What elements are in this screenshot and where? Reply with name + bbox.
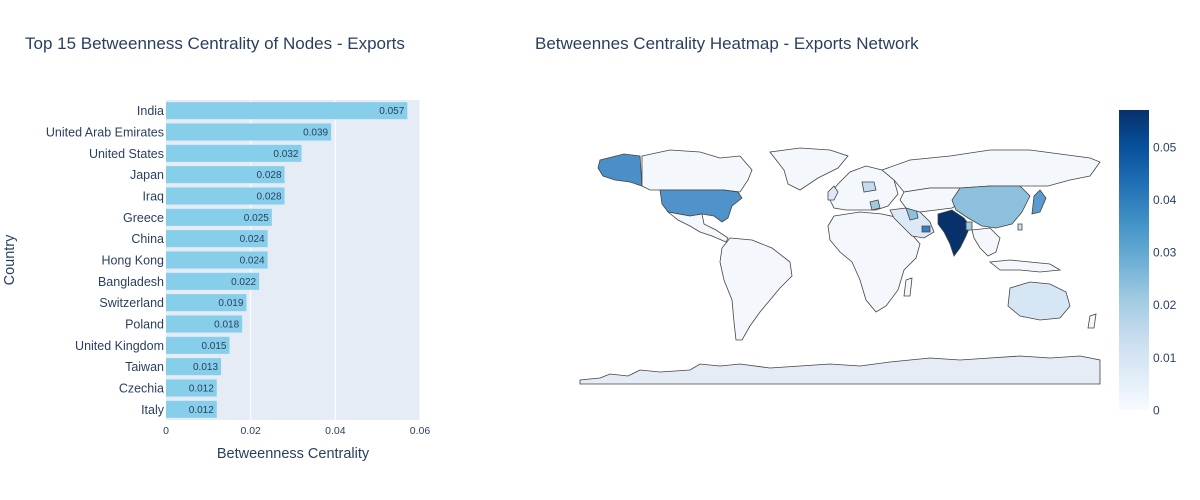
map-region-southeast-asia <box>971 227 1001 257</box>
map-region-central-america <box>667 211 729 243</box>
colorbar-tick-label: 0 <box>1153 404 1160 418</box>
map-region-greece <box>869 199 881 211</box>
map-region-antarctica <box>579 355 1101 385</box>
colorbar-tick-label: 0.02 <box>1153 298 1177 312</box>
map-region-taiwan <box>1017 223 1023 231</box>
map-chart-title: Betweennes Centrality Heatmap - Exports … <box>535 34 919 53</box>
map-region-alaska <box>597 153 643 187</box>
map-region-canada <box>641 149 753 193</box>
map-region-bangladesh <box>965 221 973 231</box>
map-region-uk <box>827 185 839 201</box>
colorbar <box>1119 110 1149 410</box>
map-region-madagascar <box>903 277 913 297</box>
colorbar-ticks: 0 0.01 0.02 0.03 0.04 0.05 <box>1153 140 1177 417</box>
map-region-poland <box>861 181 877 193</box>
colorbar-tick-label: 0.01 <box>1153 351 1177 365</box>
map-region-south-america <box>719 237 793 341</box>
map-region-indonesia <box>988 259 1062 273</box>
map-region-new-zealand <box>1087 313 1097 329</box>
map-region-india <box>937 209 971 257</box>
colorbar-tick-label: 0.05 <box>1153 140 1177 154</box>
colorbar-tick-label: 0.03 <box>1153 246 1177 260</box>
map-region-australia <box>1007 281 1071 321</box>
bar-chart-title: Top 15 Betweenness Centrality of Nodes -… <box>25 34 405 53</box>
map-region-central-asia <box>899 187 967 213</box>
map-region-greenland <box>769 147 849 191</box>
colorbar-tick-label: 0.04 <box>1153 193 1177 207</box>
map-region-japan <box>1031 189 1047 215</box>
map-region-uae <box>921 225 931 233</box>
map-region-china <box>951 185 1031 229</box>
